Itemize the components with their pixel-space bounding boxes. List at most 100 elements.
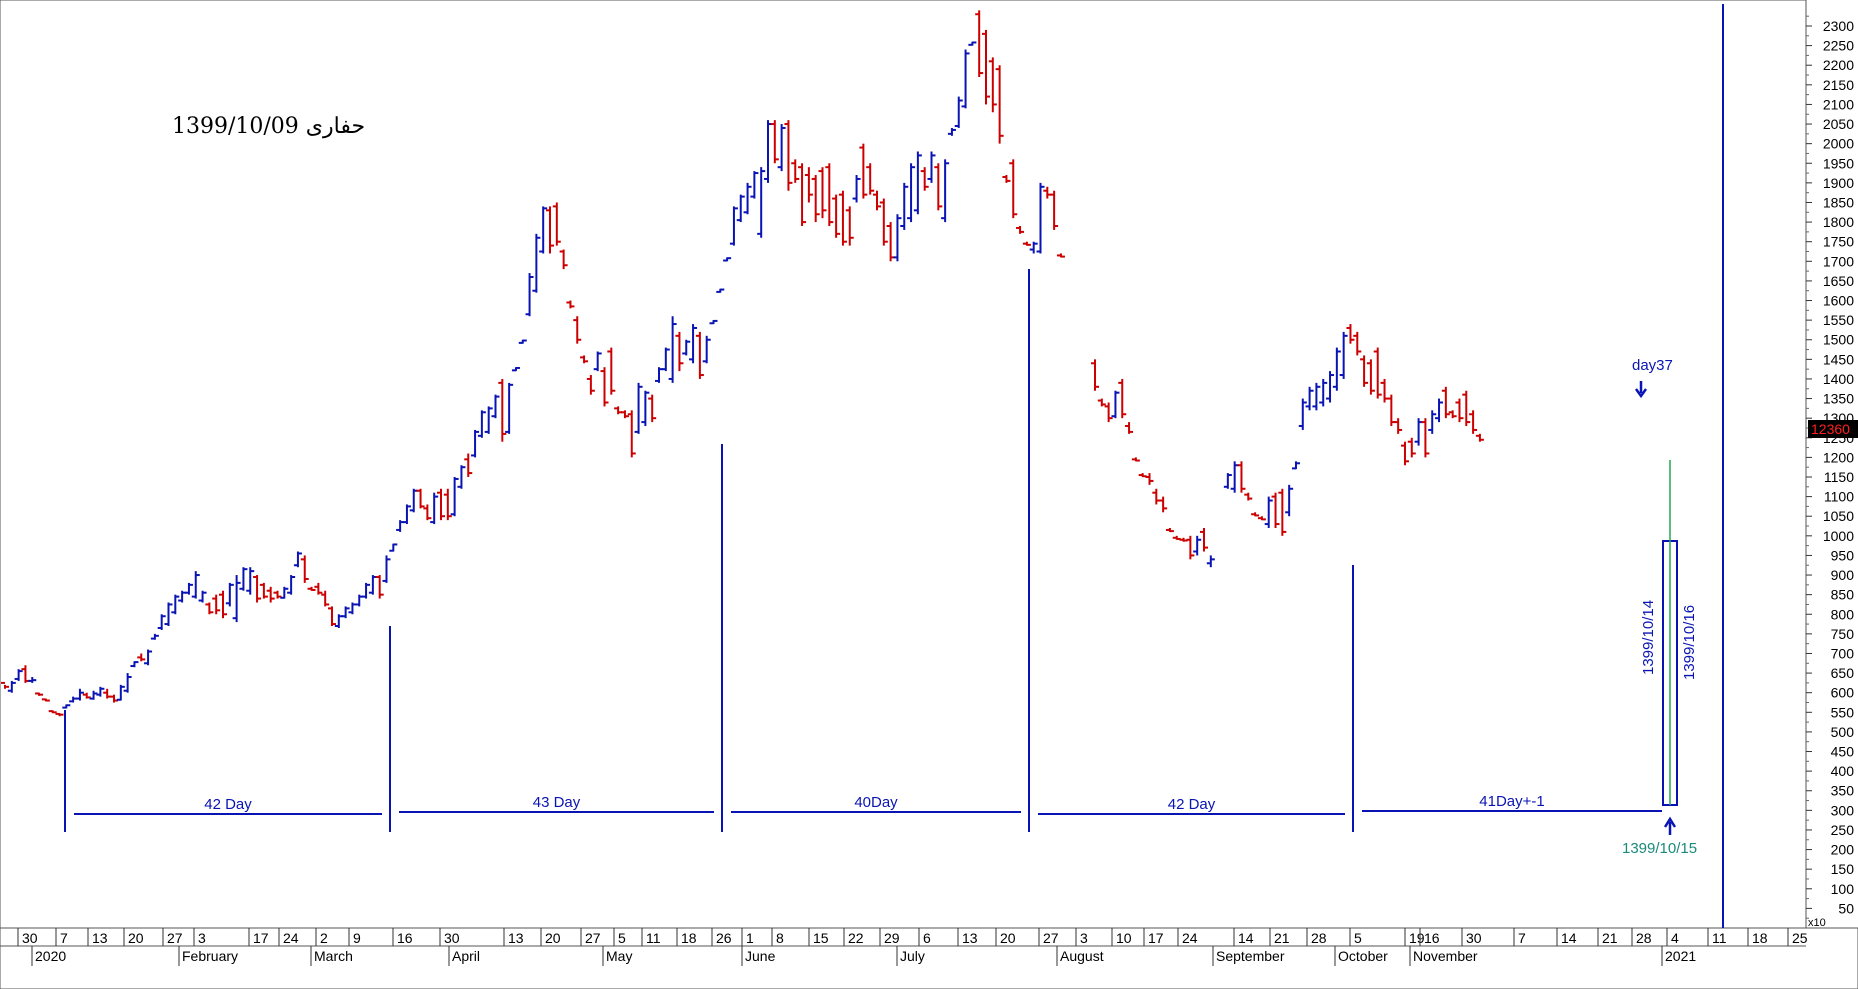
ohlc-bar	[35, 692, 44, 696]
ohlc-bar	[1407, 437, 1416, 458]
x-day-label: 17	[1148, 930, 1164, 946]
ohlc-bar	[96, 686, 105, 697]
ohlc-bar	[498, 378, 507, 442]
x-day-label: 5	[1354, 930, 1362, 946]
ohlc-bar	[791, 159, 800, 183]
ohlc-bar	[566, 300, 575, 309]
ohlc-bar	[689, 324, 698, 364]
x-day-label: 16	[1424, 930, 1440, 946]
y-tick-label: 1400	[1823, 371, 1854, 387]
x-day-label: 13	[962, 930, 978, 946]
ohlc-bar	[818, 167, 827, 219]
ohlc-bar	[1428, 410, 1437, 434]
y-tick-label: 700	[1831, 645, 1855, 661]
ohlc-bar	[1278, 488, 1287, 536]
ohlc-bar	[982, 29, 990, 105]
day37-arrow-icon	[1634, 381, 1648, 399]
ohlc-bar	[1165, 527, 1174, 533]
ohlc-bar	[811, 175, 820, 223]
ohlc-bar	[1421, 418, 1430, 458]
ohlc-bar	[150, 633, 159, 640]
x-axis-band	[0, 927, 1858, 989]
x-day-label: 1	[746, 930, 754, 946]
x-month-label: 2020	[35, 948, 66, 964]
ohlc-bar	[328, 606, 336, 627]
ohlc-bar	[1022, 241, 1031, 246]
cycle-label: 42 Day	[204, 796, 252, 813]
ohlc-bar	[232, 575, 241, 623]
ohlc-bar	[287, 575, 296, 595]
ohlc-bar	[559, 249, 568, 270]
x-day-label: 20	[1000, 930, 1016, 946]
y-tick-label: 2250	[1823, 38, 1854, 54]
x-day-label: 13	[92, 930, 108, 946]
y-tick-label: 300	[1831, 802, 1855, 818]
x-day-label: 11	[646, 930, 661, 946]
y-tick-label: 650	[1831, 665, 1855, 681]
ohlc-bar	[552, 202, 561, 246]
ohlc-bar	[1200, 527, 1208, 552]
ohlc-bar	[832, 194, 841, 238]
x-month-label: September	[1216, 948, 1285, 964]
ohlc-bar	[1237, 461, 1246, 493]
ohlc-bar	[1455, 398, 1464, 423]
y-tick-label: 1700	[1823, 253, 1854, 269]
y-tick-label: 2100	[1823, 96, 1854, 112]
ohlc-bar	[1346, 324, 1355, 344]
x-day-label: 3	[198, 930, 206, 946]
x-day-label: 10	[1116, 930, 1132, 946]
ohlc-bar	[1257, 516, 1266, 521]
ohlc-bar	[1291, 461, 1300, 470]
ohlc-bar	[205, 602, 214, 615]
ohlc-bar	[1326, 371, 1335, 403]
ohlc-bar	[518, 339, 527, 344]
y-tick-label: 1200	[1823, 449, 1854, 465]
y-tick-label: 950	[1831, 547, 1855, 563]
ohlc-bar	[246, 567, 255, 595]
ohlc-bar	[675, 331, 684, 372]
x-axis: 30 7 13 20 27 3 17 24 2 9 16 30 13 20 27 5 11 18 26 1 8 15 22 2…	[17, 928, 1808, 966]
ohlc-bar	[600, 367, 609, 407]
ohlc-bar	[1366, 359, 1375, 395]
ohlc-bar	[798, 163, 807, 227]
y-tick-label: 1750	[1823, 234, 1854, 250]
ohlc-bar	[736, 194, 745, 223]
x-day-label: 24	[283, 930, 299, 946]
ohlc-bar	[1193, 535, 1202, 556]
x-day-label: 17	[253, 930, 269, 946]
ohlc-bar	[750, 171, 759, 199]
ohlc-bar	[293, 551, 302, 568]
ohlc-bar	[464, 453, 473, 477]
y-tick-label: 250	[1831, 822, 1855, 838]
plot-area	[0, 0, 1807, 929]
ohlc-bar	[947, 127, 956, 136]
ohlc-bar	[961, 49, 970, 109]
x-day-label: 21	[1274, 930, 1290, 946]
x-day-label: 22	[848, 930, 864, 946]
y-tick-label: 100	[1831, 881, 1855, 897]
x-day-label: 13	[508, 930, 524, 946]
ohlc-bar	[1285, 484, 1294, 517]
ohlc-bar	[375, 575, 384, 599]
ohlc-bar	[28, 677, 37, 683]
x-day-label: 28	[1311, 930, 1327, 946]
ohlc-bar	[430, 492, 439, 525]
ohlc-bar	[1036, 182, 1045, 254]
ohlc-bar	[1394, 418, 1403, 434]
ohlc-bar	[1206, 555, 1215, 568]
ohlc-bar	[1251, 512, 1260, 517]
ohlc-bar	[682, 339, 691, 356]
ohlc-bar	[641, 390, 650, 427]
x-day-label: 29	[884, 930, 900, 946]
y-tick-label: 150	[1831, 861, 1855, 877]
ohlc-bar	[382, 555, 391, 583]
ohlc-bar	[1271, 492, 1280, 528]
x-month-label: February	[182, 948, 238, 964]
ohlc-bar	[852, 175, 861, 203]
ohlc-bar	[879, 198, 888, 246]
ohlc-bar	[1050, 190, 1059, 230]
ohlc-bar	[82, 692, 91, 699]
ohlc-bar	[927, 151, 936, 183]
y-tick-label: 1150	[1824, 469, 1854, 485]
